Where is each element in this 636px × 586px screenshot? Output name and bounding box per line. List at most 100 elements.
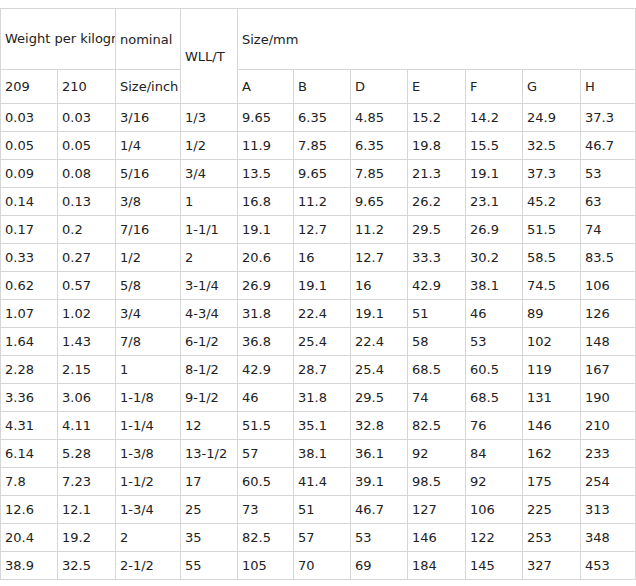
table-cell: 4-3/4 (181, 300, 238, 328)
table-cell: 5/8 (116, 272, 181, 300)
table-cell: 12.7 (294, 216, 351, 244)
table-cell: 60.5 (466, 356, 523, 384)
table-row: 0.330.271/2220.61612.733.330.258.583.5 (1, 244, 636, 272)
table-cell: 3/4 (181, 160, 238, 188)
table-cell: 162 (523, 440, 581, 468)
table-cell: 13-1/2 (181, 440, 238, 468)
table-cell: 6-1/2 (181, 328, 238, 356)
table-cell: 22.4 (294, 300, 351, 328)
table-cell: 74.5 (523, 272, 581, 300)
table-cell: 6.35 (294, 104, 351, 132)
table-cell: 51 (294, 496, 351, 524)
table-cell: 0.27 (58, 244, 116, 272)
table-cell: 184 (408, 552, 466, 580)
table-header: Weight per kilogram nominal WLL/T Size/m… (1, 9, 636, 104)
table-cell: 51.5 (523, 216, 581, 244)
table-cell: 7/8 (116, 328, 181, 356)
table-cell: 0.13 (58, 188, 116, 216)
table-cell: 119 (523, 356, 581, 384)
header-col-b: B (294, 70, 351, 104)
table-cell: 33.3 (408, 244, 466, 272)
table-cell: 89 (523, 300, 581, 328)
header-wll-t: WLL/T (181, 9, 238, 104)
table-cell: 2-1/2 (116, 552, 181, 580)
table-cell: 14.2 (466, 104, 523, 132)
table-cell: 106 (466, 496, 523, 524)
table-cell: 1.43 (58, 328, 116, 356)
table-cell: 74 (581, 216, 636, 244)
table-cell: 6.14 (1, 440, 58, 468)
table-cell: 22.4 (351, 328, 408, 356)
table-cell: 313 (581, 496, 636, 524)
table-cell: 36.1 (351, 440, 408, 468)
table-cell: 28.7 (294, 356, 351, 384)
table-row: 0.170.27/161-1/119.112.711.229.526.951.5… (1, 216, 636, 244)
table-cell: 12 (181, 412, 238, 440)
table-cell: 3/16 (116, 104, 181, 132)
table-cell: 106 (581, 272, 636, 300)
table-cell: 68.5 (466, 384, 523, 412)
table-cell: 4.31 (1, 412, 58, 440)
table-body: 0.030.033/161/39.656.354.8515.214.224.93… (1, 104, 636, 580)
table-cell: 2 (116, 524, 181, 552)
table-cell: 31.8 (238, 300, 294, 328)
table-cell: 3/8 (116, 188, 181, 216)
table-cell: 19.1 (238, 216, 294, 244)
table-row: 0.140.133/8116.811.29.6526.223.145.263 (1, 188, 636, 216)
table-cell: 29.5 (351, 384, 408, 412)
table-cell: 11.2 (351, 216, 408, 244)
table-cell: 25 (181, 496, 238, 524)
table-cell: 3-1/4 (181, 272, 238, 300)
table-cell: 16 (294, 244, 351, 272)
table-cell: 45.2 (523, 188, 581, 216)
table-cell: 17 (181, 468, 238, 496)
table-row: 7.87.231-1/21760.541.439.198.592175254 (1, 468, 636, 496)
table-cell: 73 (238, 496, 294, 524)
table-cell: 2.28 (1, 356, 58, 384)
table-cell: 175 (523, 468, 581, 496)
table-cell: 1-1/4 (116, 412, 181, 440)
table-cell: 1.07 (1, 300, 58, 328)
header-size-mm: Size/mm (238, 9, 636, 70)
header-col-d: D (351, 70, 408, 104)
table-cell: 0.62 (1, 272, 58, 300)
table-cell: 0.08 (58, 160, 116, 188)
table-cell: 253 (523, 524, 581, 552)
table-cell: 76 (466, 412, 523, 440)
table-cell: 1.02 (58, 300, 116, 328)
table-cell: 1 (116, 356, 181, 384)
table-cell: 2.15 (58, 356, 116, 384)
table-cell: 13.5 (238, 160, 294, 188)
table-cell: 82.5 (408, 412, 466, 440)
table-cell: 46 (466, 300, 523, 328)
table-cell: 8-1/2 (181, 356, 238, 384)
table-cell: 24.9 (523, 104, 581, 132)
table-row: 12.612.11-3/425735146.7127106225313 (1, 496, 636, 524)
table-cell: 29.5 (408, 216, 466, 244)
table-cell: 12.7 (351, 244, 408, 272)
header-col-209: 209 (1, 70, 58, 104)
table-cell: 167 (581, 356, 636, 384)
table-cell: 53 (466, 328, 523, 356)
table-row: 20.419.223582.55753146122253348 (1, 524, 636, 552)
table-cell: 69 (351, 552, 408, 580)
table-cell: 38.1 (294, 440, 351, 468)
table-cell: 70 (294, 552, 351, 580)
table-cell: 0.03 (58, 104, 116, 132)
table-cell: 210 (581, 412, 636, 440)
table-cell: 7/16 (116, 216, 181, 244)
table-cell: 1/3 (181, 104, 238, 132)
table-cell: 46.7 (351, 496, 408, 524)
table-cell: 41.4 (294, 468, 351, 496)
table-row: 38.932.52-1/2551057069184145327453 (1, 552, 636, 580)
table-cell: 0.05 (1, 132, 58, 160)
table-cell: 2 (181, 244, 238, 272)
table-cell: 1 (181, 188, 238, 216)
table-row: 1.071.023/44-3/431.822.419.1514689126 (1, 300, 636, 328)
table-cell: 3.36 (1, 384, 58, 412)
table-cell: 26.9 (466, 216, 523, 244)
header-row-2: 209 210 Size/inch A B D E F G H (1, 70, 636, 104)
table-cell: 7.85 (294, 132, 351, 160)
table-cell: 19.1 (351, 300, 408, 328)
table-cell: 37.3 (581, 104, 636, 132)
